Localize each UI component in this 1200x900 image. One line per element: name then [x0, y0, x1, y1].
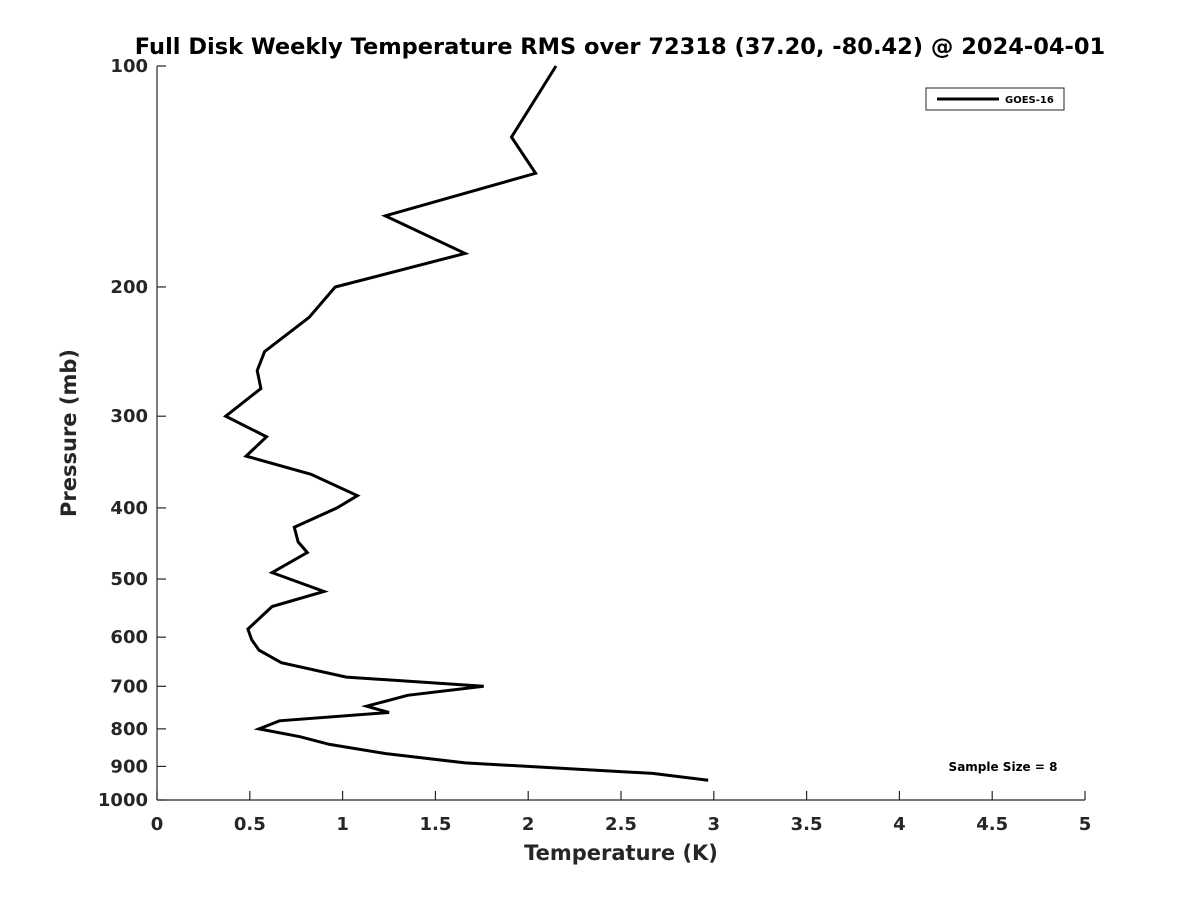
x-tick-label: 0	[151, 814, 164, 835]
y-tick-label: 1000	[98, 790, 148, 811]
x-axis-label: Temperature (K)	[524, 841, 718, 865]
sample-size-annotation: Sample Size = 8	[949, 760, 1058, 774]
series-line-goes-16	[222, 65, 709, 782]
chart-title: Full Disk Weekly Temperature RMS over 72…	[135, 34, 1105, 60]
y-tick-label: 400	[110, 498, 148, 519]
y-tick-label: 900	[110, 756, 148, 777]
y-tick-label: 100	[110, 56, 148, 77]
x-tick-label: 4.5	[976, 814, 1008, 835]
y-axis-label: Pressure (mb)	[57, 349, 81, 517]
x-tick-label: 2	[522, 814, 535, 835]
x-tick-label: 2.5	[605, 814, 637, 835]
x-tick-label: 0.5	[234, 814, 266, 835]
x-tick-label: 3	[708, 814, 721, 835]
tick-marks	[156, 65, 1086, 801]
x-tick-label: 1	[336, 814, 349, 835]
y-tick-label: 300	[110, 406, 148, 427]
y-tick-label: 200	[110, 277, 148, 298]
x-tick-label: 5	[1079, 814, 1092, 835]
y-tick-label: 800	[110, 719, 148, 740]
series-layer	[222, 65, 709, 782]
y-tick-label: 600	[110, 627, 148, 648]
legend: GOES-16	[925, 87, 1065, 111]
y-tick-label: 700	[110, 676, 148, 697]
tick-labels: 0 0.5 1 1.5 2 2.5 3 3.5 4 4.5 5 100 200 300 400 500 600 7…	[98, 56, 1091, 835]
legend-entry-goes-16: GOES-16	[1005, 95, 1054, 106]
y-tick-label: 500	[110, 569, 148, 590]
x-tick-label: 1.5	[419, 814, 451, 835]
x-tick-label: 4	[893, 814, 906, 835]
x-tick-label: 3.5	[791, 814, 823, 835]
